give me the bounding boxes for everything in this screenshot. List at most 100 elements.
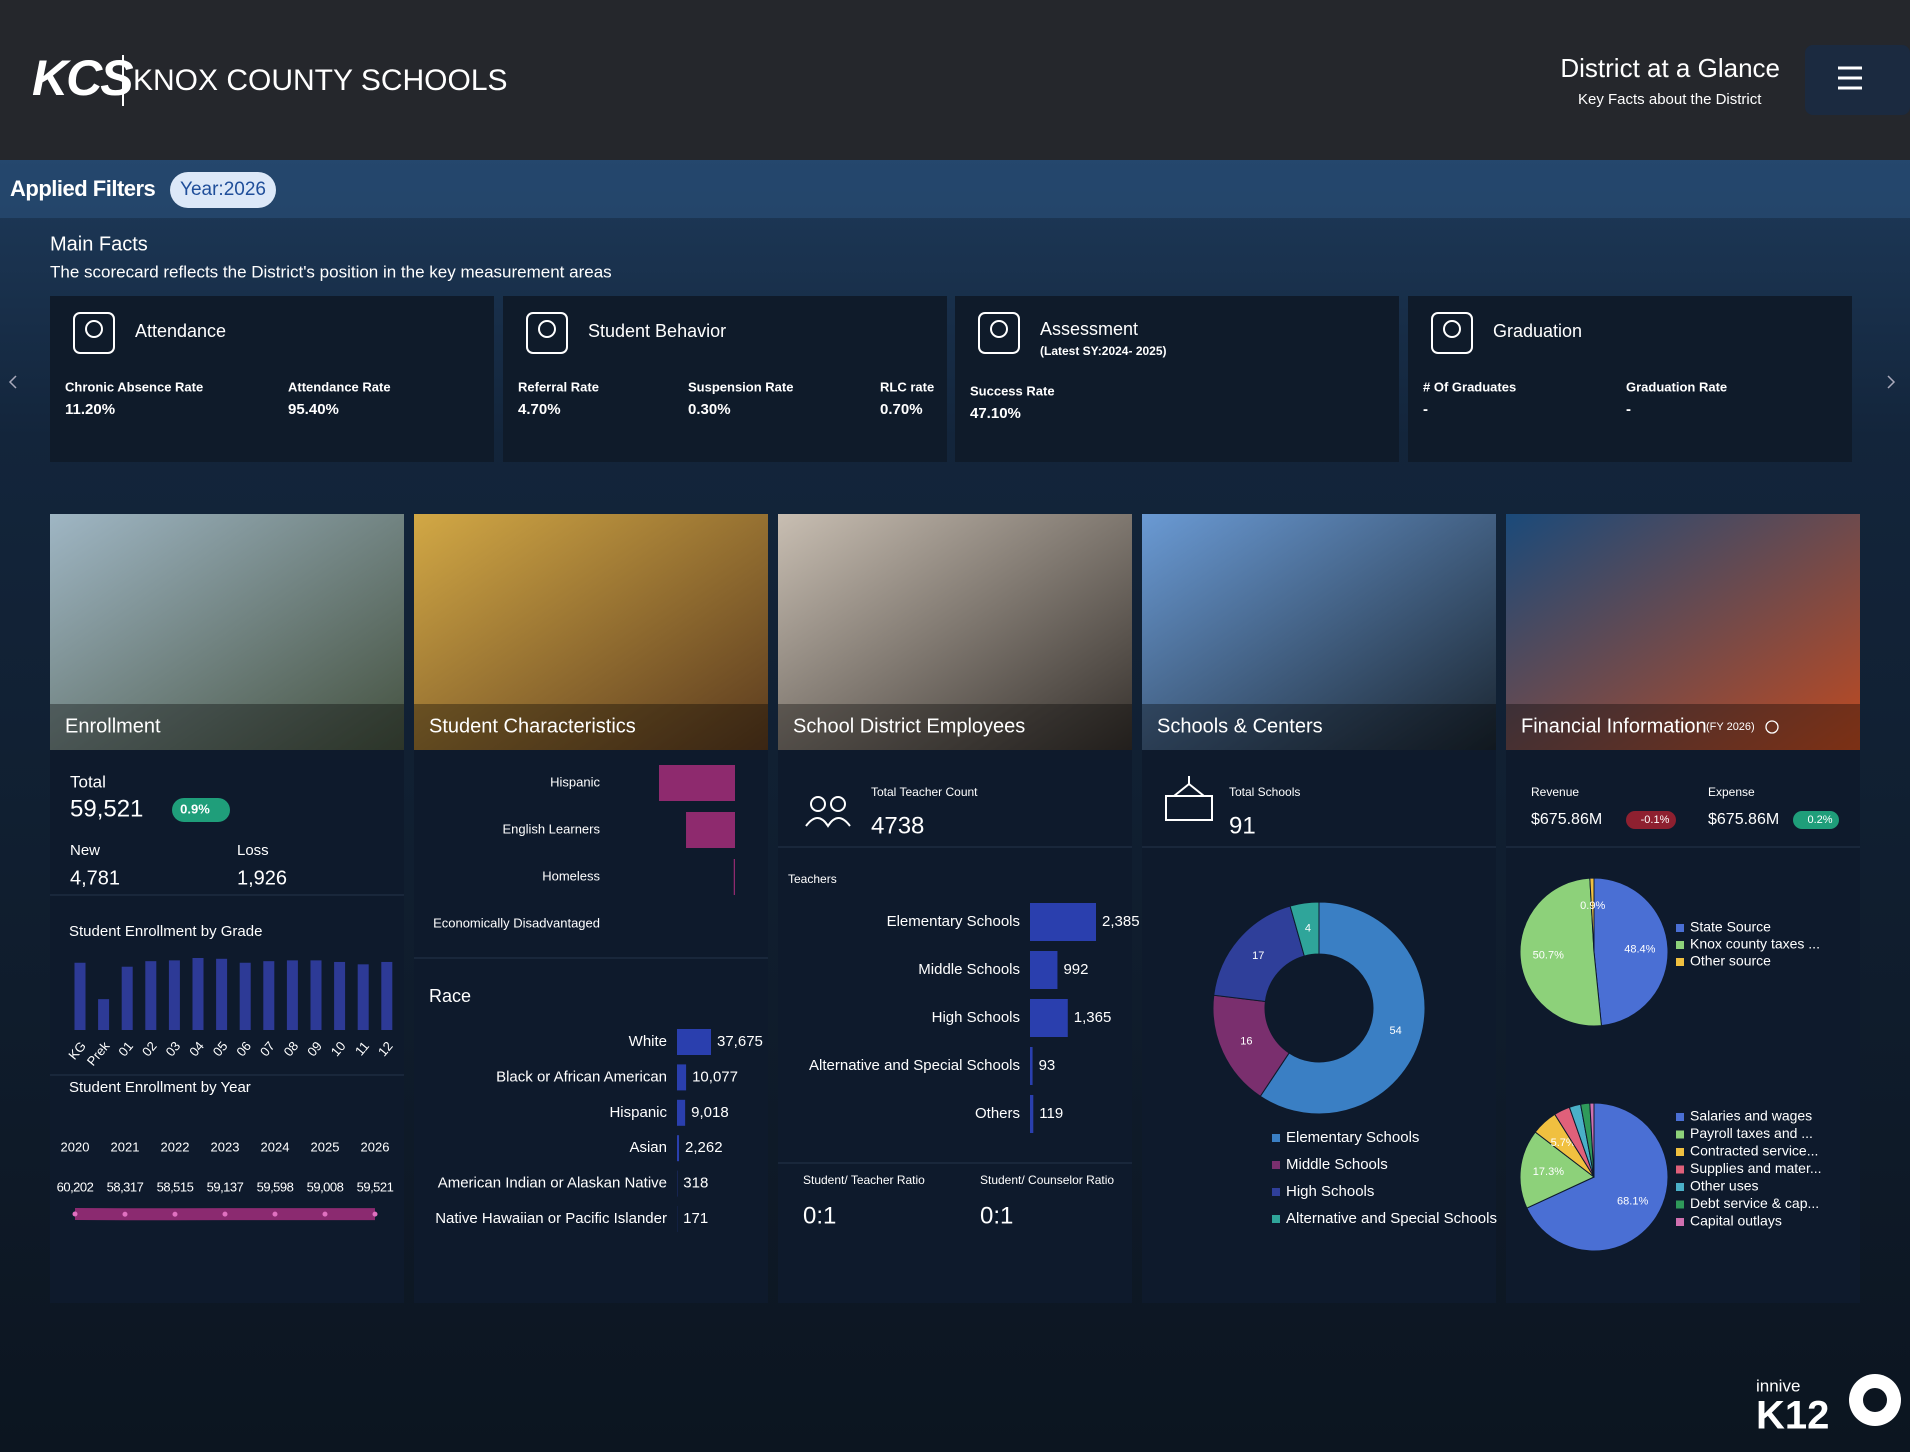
category-label: Native Hawaiian or Pacific Islander xyxy=(435,1210,667,1227)
legend-swatch xyxy=(1676,1130,1684,1139)
image-caption-bg xyxy=(414,704,768,750)
bar xyxy=(677,1064,687,1091)
ratio-value: 0:1 xyxy=(803,1202,836,1229)
pie-slice xyxy=(1519,877,1602,1027)
card-title: Attendance xyxy=(135,321,226,341)
value-label: 59,598 xyxy=(257,1179,294,1194)
category-label: Hispanic xyxy=(609,1104,667,1121)
panel-title: Student Characteristics xyxy=(429,715,636,737)
card-icon xyxy=(73,312,115,354)
bar xyxy=(216,958,228,1030)
bar xyxy=(98,999,110,1030)
kpi-label: Revenue xyxy=(1531,785,1579,799)
icon-shape xyxy=(85,320,103,338)
bar xyxy=(263,961,275,1030)
kpi-label: Loss xyxy=(237,842,269,859)
bar xyxy=(168,960,180,1030)
change-label: 0.9% xyxy=(180,801,210,816)
value-label: 60,202 xyxy=(57,1179,94,1194)
legend-swatch xyxy=(1676,1148,1684,1156)
icon-shape xyxy=(978,312,1020,354)
bar xyxy=(677,1099,686,1126)
legend-swatch xyxy=(1272,1161,1280,1169)
panel-image[interactable] xyxy=(50,514,404,750)
page-subtitle: Key Facts about the District xyxy=(1578,91,1762,108)
panel-subtitle: (FY 2026) xyxy=(1706,721,1755,733)
legend-swatch xyxy=(1272,1134,1280,1142)
metric-label: Attendance Rate xyxy=(288,379,391,394)
icon-shape xyxy=(1431,312,1473,354)
icon-shape xyxy=(1165,795,1213,821)
metric-value: 4.70% xyxy=(518,401,561,418)
filter-chip-label: Year:2026 xyxy=(180,179,266,200)
slice-label: 5.7% xyxy=(1551,1137,1576,1149)
legend-swatch xyxy=(1676,941,1684,949)
value-label: 93 xyxy=(1039,1057,1056,1074)
image-caption-bg xyxy=(1506,704,1860,750)
icon-shape xyxy=(538,320,556,338)
value-label: 59,137 xyxy=(207,1179,244,1194)
metric-value: 0.70% xyxy=(880,401,923,418)
info-icon[interactable] xyxy=(1765,720,1779,734)
panel-image[interactable] xyxy=(778,514,1132,750)
point xyxy=(172,1211,178,1217)
value-label: 171 xyxy=(683,1210,708,1227)
value-label: 992 xyxy=(1063,961,1088,978)
bar xyxy=(381,961,393,1030)
kpi-label: Total Schools xyxy=(1229,785,1300,799)
kpi-label: Expense xyxy=(1708,785,1755,799)
slice-label: 17.3% xyxy=(1533,1166,1564,1178)
legend-swatch xyxy=(1676,958,1684,966)
panel-image[interactable] xyxy=(414,514,768,750)
metric-value: 0.30% xyxy=(688,401,731,418)
carousel-prev xyxy=(8,375,17,389)
panel-image[interactable] xyxy=(1506,514,1860,750)
legend-label: Contracted service... xyxy=(1690,1143,1818,1159)
kpi-label: Total xyxy=(70,772,106,791)
kpi-value: 59,521 xyxy=(70,795,143,822)
change-chip xyxy=(1626,811,1676,829)
image-caption-bg xyxy=(50,704,404,750)
value-label: 59,521 xyxy=(357,1179,394,1194)
legend-label: Other source xyxy=(1690,953,1771,969)
school-icon xyxy=(1165,776,1213,821)
legend-swatch xyxy=(1676,1183,1684,1191)
icon-shape xyxy=(990,320,1008,338)
bar xyxy=(1030,903,1096,941)
bar xyxy=(239,962,251,1030)
legend-label: Payroll taxes and ... xyxy=(1690,1125,1813,1141)
kpi-value: $675.86M xyxy=(1531,811,1602,828)
fact-card xyxy=(955,296,1399,462)
ratio-label: Student/ Teacher Ratio xyxy=(803,1173,925,1187)
icon-shape xyxy=(1173,776,1205,797)
footer-brand: innive xyxy=(1756,1376,1800,1395)
icon-shape xyxy=(1443,320,1461,338)
menu-button[interactable] xyxy=(1805,45,1910,115)
point xyxy=(322,1211,328,1217)
panel-image[interactable] xyxy=(1142,514,1496,750)
organization-name: KNOX COUNTY SCHOOLS xyxy=(133,64,508,97)
panel-title: Financial Information xyxy=(1521,715,1707,737)
chart-title: Teachers xyxy=(788,872,837,886)
bar xyxy=(286,960,298,1030)
card-icon xyxy=(978,312,1020,354)
metric-value: 95.40% xyxy=(288,401,339,418)
panel-title: School District Employees xyxy=(793,715,1025,737)
slice-label: 50.7% xyxy=(1533,950,1564,962)
legend-label: State Source xyxy=(1690,919,1771,935)
image-caption-bg xyxy=(778,704,1132,750)
icon-shape xyxy=(805,817,851,828)
metric-label: Referral Rate xyxy=(518,379,599,394)
icon-shape xyxy=(526,312,568,354)
card-subtitle: (Latest SY:2024- 2025) xyxy=(1040,344,1167,358)
slice-label: 17 xyxy=(1252,950,1264,962)
filter-chip[interactable] xyxy=(170,172,276,208)
icon-shape xyxy=(810,796,826,812)
pie-slice xyxy=(1526,1102,1669,1252)
kpi-value: $675.86M xyxy=(1708,811,1779,828)
legend-label: Salaries and wages xyxy=(1690,1108,1812,1124)
card-title: Assessment xyxy=(1040,319,1138,339)
metric-label: # Of Graduates xyxy=(1423,379,1516,394)
value-label: 37,675 xyxy=(717,1033,763,1050)
